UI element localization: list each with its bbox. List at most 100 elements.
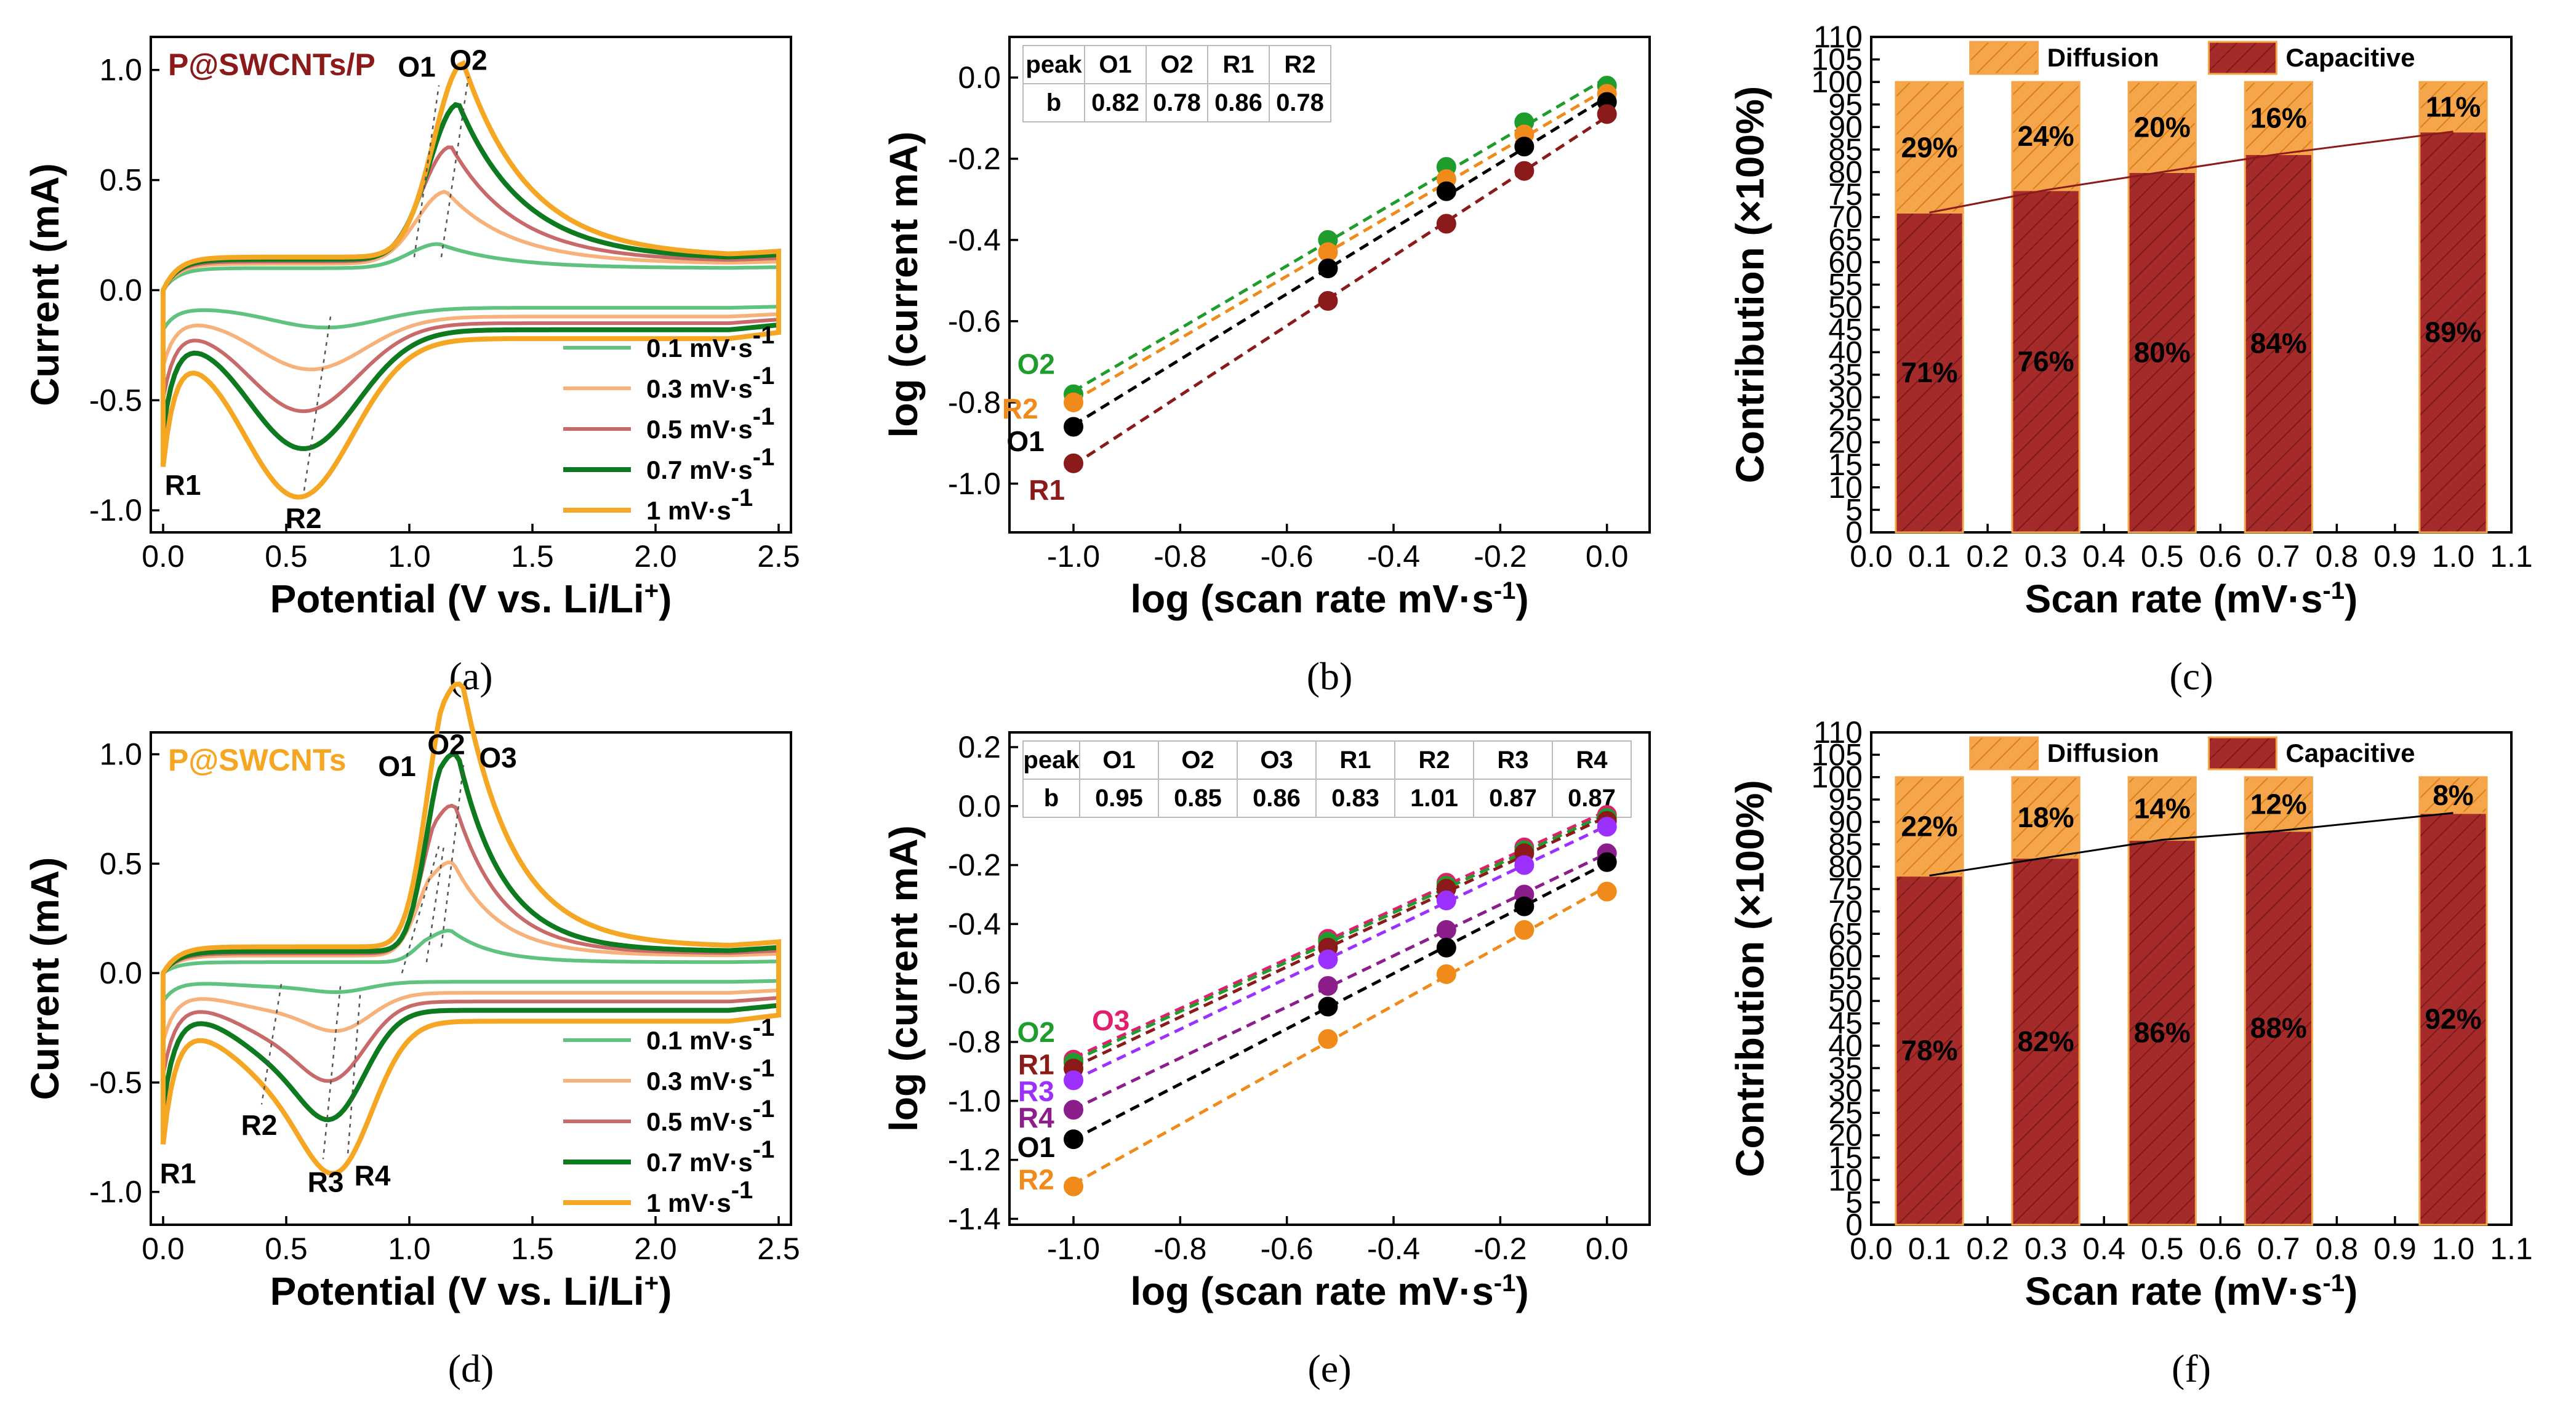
bar-capacitive <box>2011 857 2080 1226</box>
y-tick-label: 85 <box>1828 827 1863 862</box>
table-cell <box>1473 779 1553 818</box>
series-label: R3 <box>1018 1075 1054 1107</box>
capacitive-label: 76% <box>2018 345 2074 377</box>
bar-capacitive <box>2418 130 2488 534</box>
capacitive-label: 80% <box>2134 336 2191 368</box>
data-point-O1 <box>1597 852 1617 872</box>
data-point-O1 <box>1064 417 1083 437</box>
table-header: R4 <box>1576 747 1608 774</box>
table-header: R1 <box>1222 51 1254 78</box>
legend-label: 0.3 mV·s-1 <box>646 1055 774 1096</box>
legend-label: 0.5 mV·s-1 <box>646 1096 774 1136</box>
plot-frame <box>150 36 792 534</box>
diffusion-label: 18% <box>2018 801 2074 833</box>
peak-label: R2 <box>241 1109 278 1141</box>
panel-a: 0.0 0.5 1.0 1.5 2.0 2.5-1.0-0.50.00.51.0Poten… <box>23 36 800 698</box>
x-tick-label: 0.3 <box>2024 1232 2068 1266</box>
data-point-R3 <box>1436 891 1456 911</box>
y-tick-label: 10 <box>1828 470 1863 505</box>
table-cell <box>1269 45 1331 84</box>
y-tick-label: 5 <box>1845 1185 1863 1220</box>
x-tick-label: 0.9 <box>2373 1232 2417 1266</box>
y-tick-label: 80 <box>1828 849 1863 884</box>
x-tick-label: 2.0 <box>634 539 677 574</box>
data-point-O1 <box>1436 937 1456 958</box>
y-tick-label: 95 <box>1828 782 1863 817</box>
data-point-R2 <box>1436 964 1456 984</box>
series-label: R2 <box>1018 1164 1054 1196</box>
y-tick-label: -0.8 <box>948 385 1001 420</box>
legend-label-main: 0.5 mV·s <box>646 1107 753 1136</box>
guide-line <box>413 85 440 257</box>
data-point-R3 <box>1597 817 1617 837</box>
y-tick-label: 110 <box>1813 715 1863 750</box>
y-tick-label: 65 <box>1828 916 1863 951</box>
peak-label: O2 <box>427 729 465 761</box>
y-tick-label: 15 <box>1828 1140 1863 1175</box>
x-axis-label-main: Scan rate (mV·s <box>2025 577 2323 621</box>
panel-caption: (a) <box>449 654 492 698</box>
table-header: O2 <box>1181 747 1214 774</box>
legend-swatch-diffusion <box>1969 41 2039 75</box>
data-point-R4 <box>1318 975 1338 996</box>
table-header: R3 <box>1497 747 1528 774</box>
x-tick-label: 0.7 <box>2257 539 2300 574</box>
x-axis-label-end: ) <box>659 1269 672 1313</box>
capacitive-trend-line <box>1929 812 2454 877</box>
y-tick-label: -1.4 <box>948 1201 1001 1236</box>
y-tick-label: -1.0 <box>948 1084 1001 1118</box>
diffusion-label: 11% <box>2426 90 2481 122</box>
x-tick-label: 0.9 <box>2373 539 2417 574</box>
legend-label: 0.7 mV·s-1 <box>646 1136 774 1177</box>
table-value: 0.85 <box>1174 785 1222 812</box>
diffusion-label: 12% <box>2250 788 2307 820</box>
plot-frame <box>1008 731 1651 1226</box>
table-header: R2 <box>1418 747 1450 774</box>
table-value: 0.78 <box>1153 89 1201 116</box>
peak-label: R3 <box>308 1166 344 1198</box>
fit-line-R3 <box>1072 824 1608 1082</box>
diffusion-label: 20% <box>2134 111 2191 143</box>
x-axis-label-sup: + <box>644 577 659 604</box>
x-axis-label: Potential (V vs. Li/Li+) <box>270 1269 672 1313</box>
legend-label: 0.7 mV·s-1 <box>646 444 774 484</box>
table-cell <box>1084 83 1147 122</box>
data-point-R4 <box>1064 1100 1083 1120</box>
x-tick-label: 2.5 <box>757 539 800 574</box>
guide-line <box>347 995 361 1155</box>
legend-label-sup: -1 <box>753 1055 775 1082</box>
y-tick-label: 75 <box>1828 872 1863 907</box>
data-point-R2 <box>1514 919 1535 940</box>
data-point-R2 <box>1064 392 1083 412</box>
bar-diffusion <box>2418 776 2488 814</box>
diffusion-label: 24% <box>2018 120 2074 152</box>
data-point-R1 <box>1597 104 1617 124</box>
x-tick-label: 0.4 <box>2082 1232 2125 1266</box>
data-point-R1 <box>1064 453 1083 473</box>
data-point-O1 <box>1514 137 1535 157</box>
legend-label-sup: -1 <box>753 1096 775 1123</box>
y-tick-label: 95 <box>1828 87 1863 122</box>
table-cell <box>1552 779 1632 818</box>
bar-diffusion <box>2127 81 2197 174</box>
guide-line <box>440 765 465 947</box>
table-cell <box>1146 83 1208 122</box>
capacitive-label: 71% <box>1901 356 1958 388</box>
table-cell <box>1315 779 1395 818</box>
y-tick-label: 40 <box>1828 1028 1863 1063</box>
legend-label-main: 0.7 mV·s <box>646 455 753 484</box>
diffusion-label: 14% <box>2134 793 2191 825</box>
data-point-O1 <box>1514 896 1535 916</box>
cv-curve-0.5 <box>161 145 780 414</box>
table-value: b <box>1044 785 1059 812</box>
y-tick-label: 25 <box>1828 403 1863 437</box>
y-tick-label: 0.5 <box>99 846 142 881</box>
legend-label: Capacitive <box>2285 739 2415 767</box>
y-tick-label: 5 <box>1845 492 1863 527</box>
legend-label: 0.1 mV·s-1 <box>646 1014 774 1055</box>
series-label: O1 <box>1017 1131 1055 1163</box>
x-axis-label-end: ) <box>2345 577 2357 621</box>
y-axis-label: log (current mA) <box>881 132 926 438</box>
y-tick-label: -1.0 <box>89 1175 142 1209</box>
panel-caption: (b) <box>1307 654 1353 698</box>
